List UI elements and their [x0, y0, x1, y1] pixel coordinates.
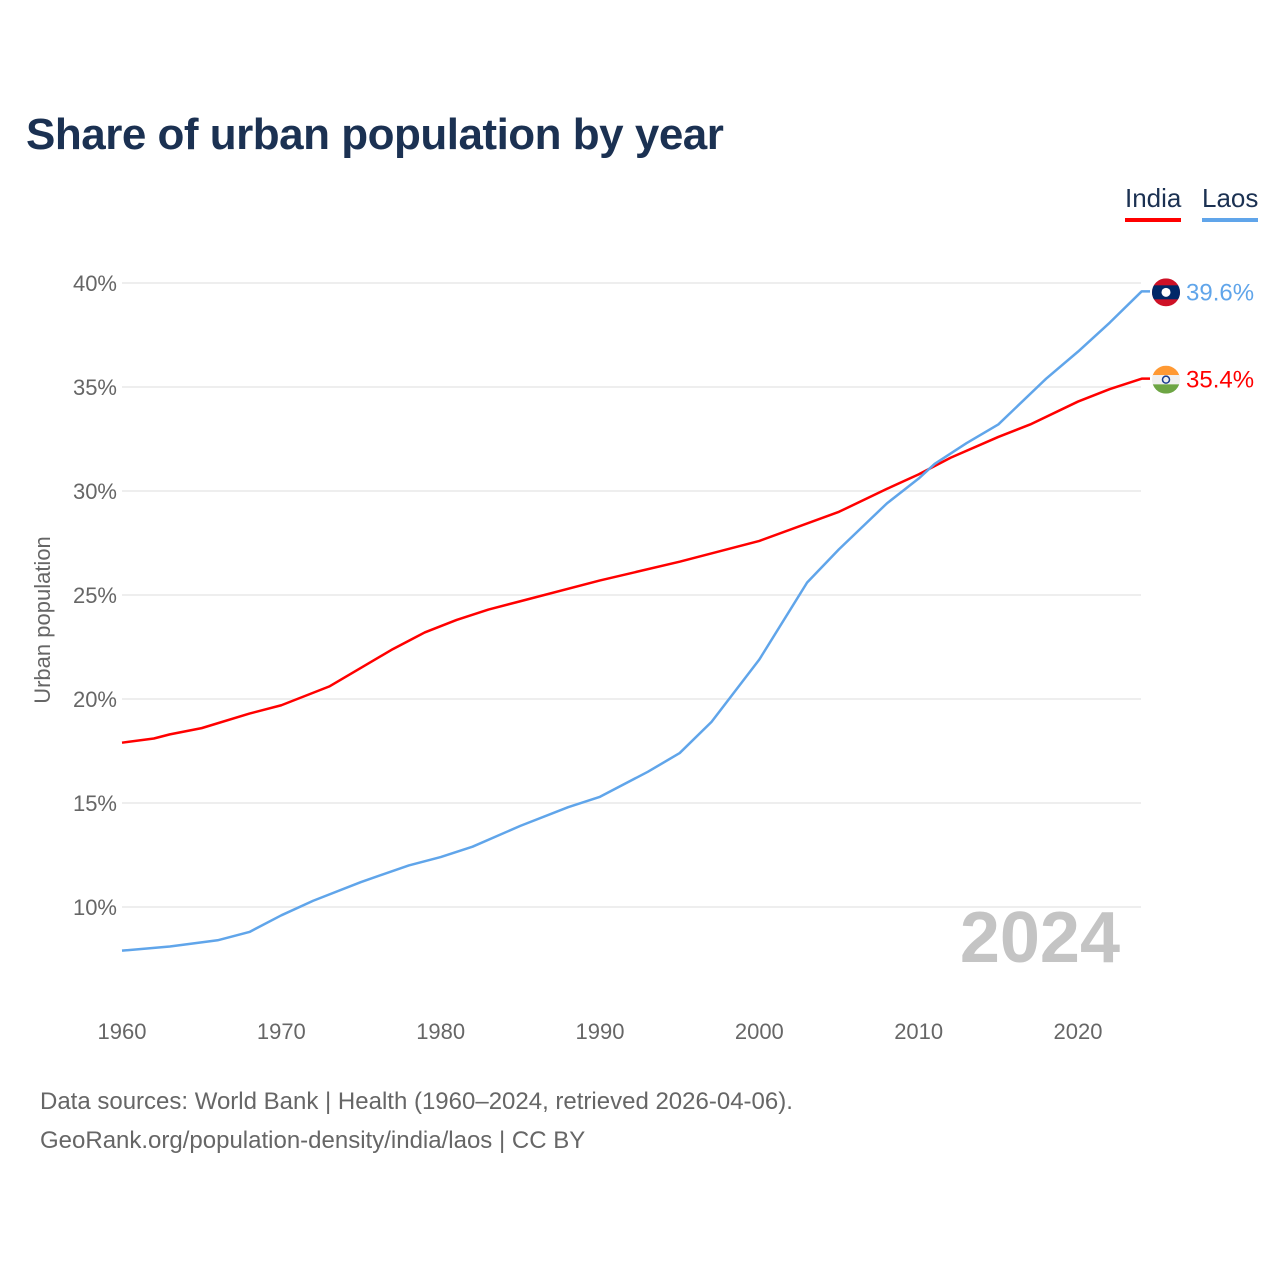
x-tick-label: 2000 [735, 1019, 784, 1044]
y-tick-label: 25% [73, 583, 117, 608]
end-value-label-laos: 39.6% [1186, 279, 1254, 306]
y-tick-label: 40% [73, 271, 117, 296]
chart-title: Share of urban population by year [26, 110, 724, 159]
series-line-laos [121, 290, 1150, 952]
y-tick-label: 15% [73, 791, 117, 816]
source-link[interactable]: GeoRank.org/population-density/india/lao… [40, 1127, 586, 1154]
series-line-india [121, 377, 1150, 744]
year-watermark: 2024 [960, 898, 1120, 978]
y-tick-label: 10% [73, 895, 117, 920]
y-tick-label: 20% [73, 687, 117, 712]
x-tick-label: 1980 [416, 1019, 465, 1044]
legend-india[interactable]: India [1125, 183, 1182, 222]
x-tick-label: 1970 [257, 1019, 306, 1044]
y-axis-label: Urban population [30, 536, 55, 704]
laos-flag-icon [1152, 278, 1180, 307]
source-text: Data sources: World Bank | Health (1960–… [40, 1088, 793, 1115]
end-value-label-india: 35.4% [1186, 367, 1254, 394]
x-tick-label: 2010 [894, 1019, 943, 1044]
flag-chakra [1161, 375, 1171, 384]
flag-body [1152, 278, 1180, 307]
y-tick-label: 30% [73, 479, 117, 504]
flag-disc [1161, 287, 1171, 297]
flag-white [1152, 375, 1180, 385]
flag-saffron [1152, 365, 1180, 377]
x-tick-label: 1990 [576, 1019, 625, 1044]
flag-body [1152, 365, 1180, 394]
flag-green [1152, 384, 1180, 394]
legend-laos[interactable]: Laos [1202, 183, 1259, 222]
x-tick-label: 1960 [98, 1019, 147, 1044]
x-tick-label: 2020 [1054, 1019, 1103, 1044]
y-tick-label: 35% [73, 375, 117, 400]
india-flag-icon [1152, 365, 1180, 394]
